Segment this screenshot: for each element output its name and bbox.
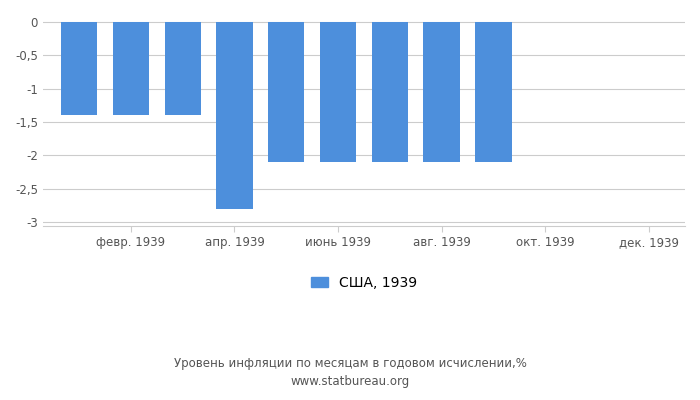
Text: Уровень инфляции по месяцам в годовом исчислении,%
www.statbureau.org: Уровень инфляции по месяцам в годовом ис… [174, 357, 526, 388]
Bar [424, 22, 460, 162]
Bar [372, 22, 408, 162]
Bar [164, 22, 201, 115]
Legend: США, 1939: США, 1939 [305, 270, 422, 296]
Bar [61, 22, 97, 115]
Bar [268, 22, 304, 162]
Bar [320, 22, 356, 162]
Bar [216, 22, 253, 209]
Bar [475, 22, 512, 162]
Bar [113, 22, 149, 115]
